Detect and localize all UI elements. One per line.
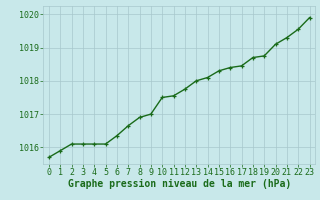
X-axis label: Graphe pression niveau de la mer (hPa): Graphe pression niveau de la mer (hPa) [68, 179, 291, 189]
